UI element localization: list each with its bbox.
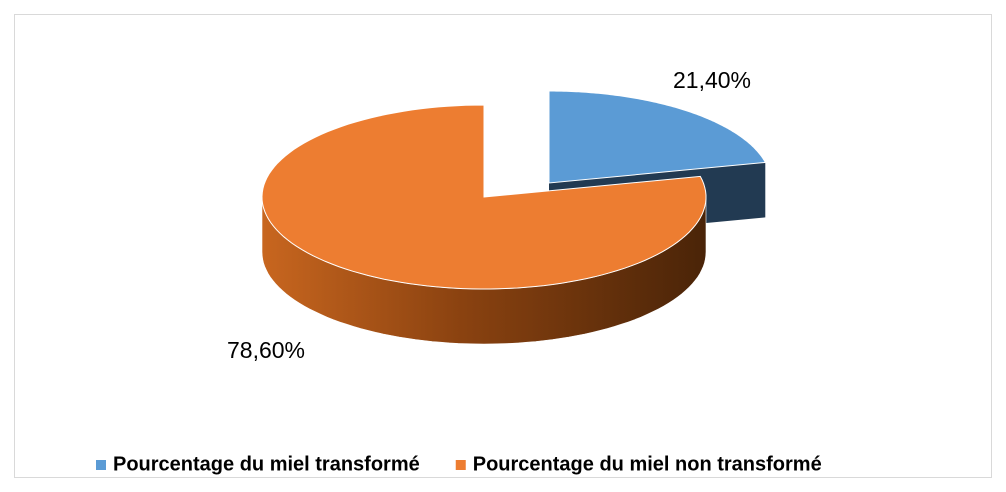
legend-label: Pourcentage du miel transformé [113,453,420,475]
data-label: 21,40% [673,67,751,93]
legend-label: Pourcentage du miel non transformé [473,453,822,475]
slice [261,104,707,290]
data-label: 78,60% [227,337,305,363]
legend-swatch [96,460,106,470]
legend-swatch [455,460,466,470]
slice [548,90,767,184]
